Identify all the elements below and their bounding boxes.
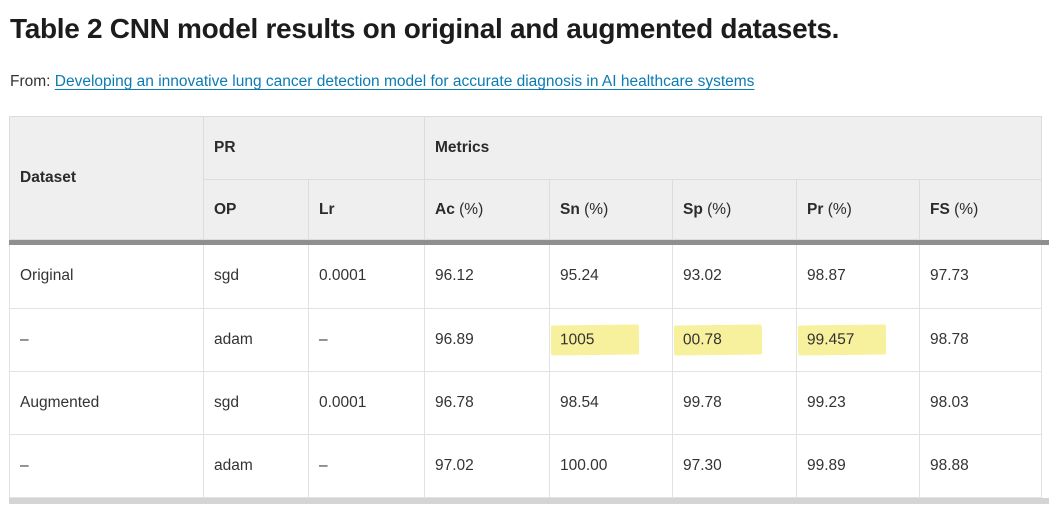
table-cell: 1005	[549, 307, 673, 372]
highlighted-value: 00.78	[673, 323, 763, 356]
table-cell: 98.03	[919, 370, 1042, 435]
highlighted-value: 99.457	[797, 323, 887, 356]
table-cell: Augmented	[9, 370, 204, 435]
table-cell: 96.12	[424, 245, 550, 309]
col-header-unit: (%)	[579, 200, 609, 218]
highlighted-value: 1005	[550, 323, 640, 356]
table-body-rows: Original sgd 0.0001 96.12 95.24 93.02 98.87 97.…	[9, 245, 1042, 498]
col-header-op: OP	[203, 179, 309, 240]
col-header-unit: (%)	[454, 200, 484, 218]
table-cell: 97.30	[672, 433, 797, 498]
col-header-lr: Lr	[307, 179, 426, 240]
col-header-abbr: Sn	[560, 200, 580, 218]
table-cell: sgd	[203, 245, 309, 309]
table-cell: adam	[203, 433, 309, 498]
table-cell: 99.89	[796, 433, 920, 498]
table-cell: 93.02	[672, 245, 797, 309]
table-row: – adam –97.02 100.00 97.30 99.89 98.88	[9, 433, 1042, 498]
col-header-abbr: OP	[214, 200, 237, 218]
table-cell: 98.54	[549, 370, 673, 435]
col-header-unit: (%)	[949, 200, 979, 218]
from-label: From:	[10, 73, 51, 90]
table-body: Original sgd 0.0001 96.12 95.24 93.02 98.87 97.…	[9, 245, 1042, 498]
col-header-abbr: Pr	[807, 200, 824, 218]
table-cell: 00.78	[672, 307, 797, 372]
col-header-abbr: Sp	[683, 200, 703, 218]
table-header: Dataset PR Metrics OP Lr Ac (%) Sn (%) S…	[9, 116, 1043, 240]
table-cell: 0.0001	[308, 370, 425, 435]
table-cell: 99.78	[672, 370, 797, 435]
table-cell: Original	[9, 245, 204, 309]
page-title: Table 2 CNN model results on original an…	[10, 13, 840, 44]
table-bottom-bar	[9, 497, 1049, 504]
table-cell: –	[308, 307, 425, 372]
table-cell: 0.0001	[308, 245, 425, 309]
col-header-abbr: FS	[930, 200, 950, 218]
table-row: – adam –96.89 1005 00.78 99.457 98.78	[9, 307, 1042, 372]
table-cell: 99.457	[796, 307, 920, 372]
table-group-header-row: Dataset PR Metrics	[9, 116, 1043, 240]
from-line: From: Developing an innovative lung canc…	[10, 73, 1049, 91]
header-body-separator	[9, 240, 1049, 245]
col-header-fs: FS (%)	[919, 179, 1043, 240]
col-group-metrics: Metrics	[424, 116, 1043, 180]
table-cell: 96.78	[424, 370, 550, 435]
table-cell: 95.24	[549, 245, 673, 309]
col-header-unit: (%)	[702, 200, 732, 218]
table-cell: 98.78	[919, 307, 1042, 372]
table-cell: –	[9, 307, 204, 372]
table-cell: 96.89	[424, 307, 550, 372]
col-header-unit: (%)	[823, 200, 852, 218]
table-subheader-row: OP Lr Ac (%) Sn (%) Sp (%) Pr (%) FS (%)	[10, 179, 1043, 240]
col-header-sp: Sp (%)	[672, 179, 798, 240]
table-cell: sgd	[203, 370, 309, 435]
table-row: Original sgd 0.0001 96.12 95.24 93.02 98.87 97.…	[9, 245, 1042, 309]
col-header-dataset: Dataset	[9, 116, 204, 240]
table-cell: 97.73	[919, 245, 1042, 309]
col-header-ac: Ac (%)	[424, 179, 551, 240]
source-article-link[interactable]: Developing an innovative lung cancer det…	[54, 73, 755, 90]
table-cell: –	[9, 433, 204, 498]
table-cell: 98.87	[796, 245, 920, 309]
col-header-sn: Sn (%)	[549, 179, 674, 240]
table-cell: 97.02	[424, 433, 550, 498]
col-header-pr: Pr (%)	[796, 179, 921, 240]
table-row: Augmented sgd 0.0001 96.78 98.54 99.78 99.23 98…	[9, 370, 1042, 435]
table-cell: 100.00	[549, 433, 673, 498]
table-cell: adam	[203, 307, 309, 372]
table-cell: 98.88	[919, 433, 1042, 498]
page: Table 2 CNN model results on original an…	[0, 13, 1049, 504]
col-group-pr: PR	[202, 116, 426, 180]
col-header-abbr: Ac	[435, 200, 455, 218]
results-table: Dataset PR Metrics OP Lr Ac (%) Sn (%) S…	[0, 116, 1049, 504]
table-cell: –	[308, 433, 425, 498]
col-header-abbr: Lr	[319, 200, 335, 218]
table-cell: 99.23	[796, 370, 920, 435]
